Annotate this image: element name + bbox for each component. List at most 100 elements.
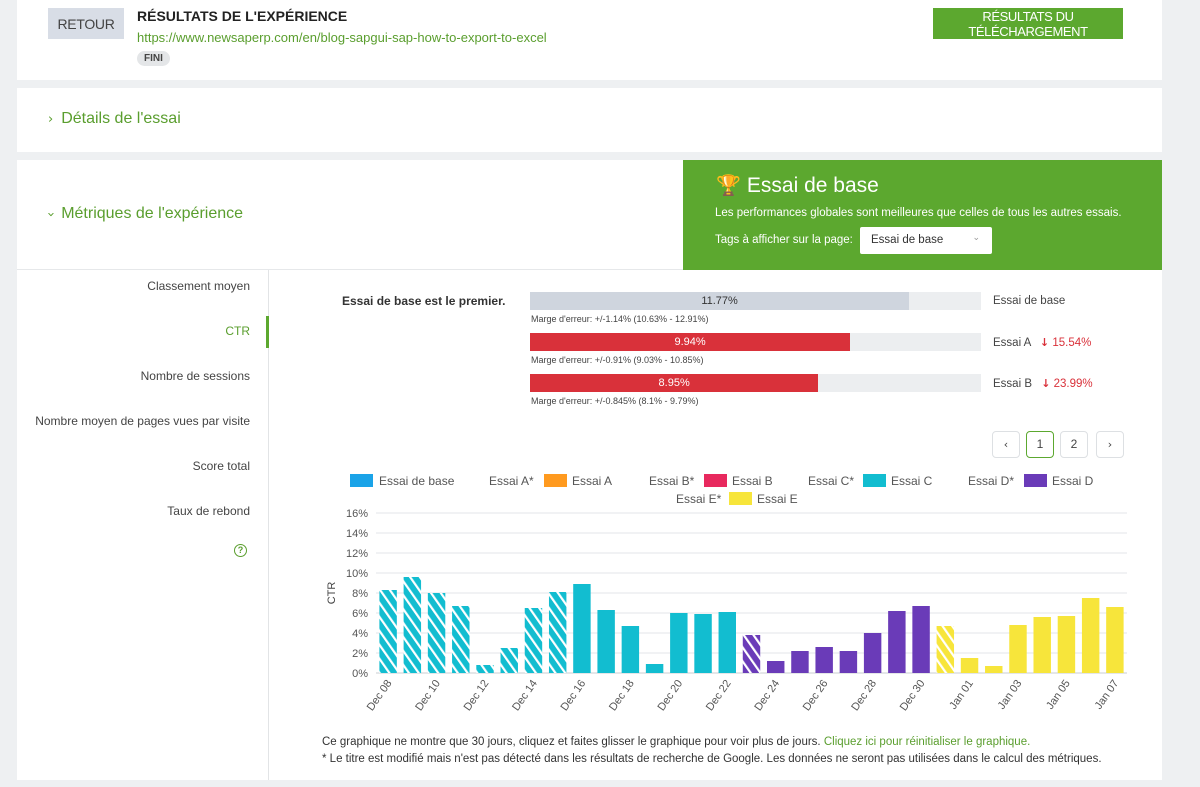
delta-text: 23.99% (1053, 378, 1093, 390)
result-bar: 8.95% (530, 374, 819, 392)
x-tick-label: Dec 30 (898, 678, 928, 713)
legend-item[interactable]: Essai E (757, 492, 798, 506)
chart-bar[interactable] (791, 651, 809, 673)
legend-item[interactable]: Essai D* (968, 474, 1015, 488)
chart-bar[interactable] (742, 635, 761, 673)
legend-item[interactable]: Essai de base (379, 474, 455, 488)
reset-chart-link[interactable]: Cliquez ici pour réinitialiser le graphi… (823, 736, 1031, 748)
download-results-button[interactable]: RÉSULTATS DU TÉLÉCHARGEMENT (933, 8, 1123, 39)
chart-bar[interactable] (403, 577, 422, 673)
metrics-section: › Métriques de l'expérience 🏆 Essai de bas… (17, 160, 1162, 780)
metric-nav-score-total[interactable]: Score total (192, 459, 250, 473)
delta-value: ↓ 15.54% (1039, 336, 1091, 349)
result-bar: 11.77% (530, 292, 910, 310)
metric-nav-bounce-rate[interactable]: Taux de rebond (167, 504, 250, 518)
pager-next-button[interactable]: › (1096, 431, 1124, 458)
chart-bar[interactable] (452, 606, 470, 673)
chart-bar[interactable] (888, 611, 906, 673)
legend-swatch (350, 474, 373, 487)
chart-bar[interactable] (427, 593, 446, 673)
chart-bar[interactable] (670, 613, 688, 673)
chart-bar[interactable] (912, 606, 930, 673)
chart-bar[interactable] (500, 648, 518, 673)
y-axis-label: CTR (326, 582, 338, 605)
status-badge: FINI (137, 51, 170, 66)
legend-item[interactable]: Essai B* (649, 474, 695, 488)
chart-bar[interactable] (524, 608, 543, 673)
legend-item[interactable]: Essai C* (808, 474, 855, 488)
chart-bar[interactable] (815, 647, 833, 673)
divider (268, 270, 269, 780)
chart-bar[interactable] (1009, 625, 1027, 673)
test-details-toggle[interactable]: › Détails de l'essai (48, 110, 181, 128)
legend-item[interactable]: Essai D (1052, 474, 1094, 488)
tags-label: Tags à afficher sur la page: (715, 234, 853, 246)
chart-bar[interactable] (694, 614, 712, 673)
x-tick-label: Dec 26 (801, 678, 831, 713)
x-tick-label: Dec 24 (752, 678, 782, 713)
metrics-title: Métriques de l'expérience (61, 205, 244, 222)
test-details-accordion[interactable]: › Détails de l'essai (17, 88, 1162, 152)
chart-bar[interactable] (597, 610, 615, 673)
pager-page-button[interactable]: 1 (1026, 431, 1054, 458)
legend-swatch (863, 474, 886, 487)
chart-bar[interactable] (548, 592, 567, 673)
result-bar: 9.94% (530, 333, 851, 351)
tags-select[interactable]: Essai de base ⌄ (860, 227, 992, 254)
chart-bar[interactable] (960, 658, 979, 673)
y-tick-label: 0% (352, 668, 368, 680)
experiment-url[interactable]: https://www.newsaperp.com/en/blog-sapgui… (137, 30, 547, 45)
metric-nav-sessions[interactable]: Nombre de sessions (140, 369, 250, 383)
divider (17, 269, 683, 270)
y-tick-label: 16% (346, 508, 368, 520)
variant-name: Essai de base (993, 295, 1066, 307)
error-margin: Marge d'erreur: +/-0.845% (8.1% - 9.79%) (531, 396, 699, 406)
winner-panel: 🏆 Essai de base Les performances globales… (683, 160, 1162, 270)
chart-bar[interactable] (476, 665, 494, 673)
legend-item[interactable]: Essai A (572, 474, 613, 488)
metric-nav-pages-per-visit[interactable]: Nombre moyen de pages vues par visite (35, 414, 250, 428)
legend-item[interactable]: Essai A* (489, 474, 534, 488)
legend-item[interactable]: Essai E* (676, 492, 722, 506)
legend-item[interactable]: Essai C (891, 474, 933, 488)
result-label: Essai de base (993, 295, 1065, 307)
chart-bar[interactable] (718, 612, 736, 673)
chart-bar[interactable] (1057, 616, 1076, 673)
chart-bar[interactable] (936, 626, 955, 673)
chevron-down-icon: ⌄ (972, 233, 980, 243)
y-tick-label: 12% (346, 548, 368, 560)
pager-prev-button[interactable]: ‹ (992, 431, 1020, 458)
chart-bar[interactable] (1033, 617, 1051, 673)
chart-bar[interactable] (621, 626, 640, 673)
back-button[interactable]: RETOUR (48, 8, 124, 39)
chart-bar[interactable] (1081, 598, 1100, 673)
x-tick-label: Jan 05 (1044, 678, 1073, 712)
arrow-down-icon: ↓ (1039, 336, 1050, 349)
chart-bar[interactable] (379, 590, 397, 673)
x-tick-label: Dec 28 (849, 678, 879, 713)
legend-swatch (544, 474, 567, 487)
legend-item[interactable]: Essai B (732, 474, 773, 488)
chart-bar[interactable] (573, 584, 591, 673)
pager-page-button[interactable]: 2 (1060, 431, 1088, 458)
chart-bar[interactable] (645, 664, 664, 673)
x-tick-label: Dec 10 (413, 678, 443, 713)
metrics-toggle[interactable]: › Métriques de l'expérience (43, 205, 244, 223)
variant-name: Essai A (993, 337, 1031, 349)
chart-bar[interactable] (985, 666, 1003, 673)
chart-note: Ce graphique ne montre que 30 jours, cli… (322, 736, 1030, 748)
chart-bar[interactable] (1106, 607, 1124, 673)
chevron-right-icon: › (48, 112, 54, 127)
error-margin: Marge d'erreur: +/-0.91% (9.03% - 10.85%… (531, 355, 704, 365)
leader-text: Essai de base est le premier. (342, 294, 506, 308)
chart-bar[interactable] (863, 633, 882, 673)
x-tick-label: Dec 22 (704, 678, 734, 713)
chart-note-text: Ce graphique ne montre que 30 jours, cli… (322, 736, 821, 748)
ctr-bar-chart[interactable]: 0% 2% 4% 6% 8% 10% 12% 14% 16% CTR Dec 08 Dec 10 Dec… (300, 338, 1140, 718)
result-bar-track: 11.77% (530, 292, 981, 310)
chart-bar[interactable] (839, 651, 858, 673)
metric-nav-classement-moyen[interactable]: Classement moyen (147, 279, 250, 293)
help-circle-icon[interactable]: ? (234, 544, 247, 557)
chart-bar[interactable] (767, 661, 785, 673)
metric-nav-ctr[interactable]: CTR (225, 324, 250, 338)
